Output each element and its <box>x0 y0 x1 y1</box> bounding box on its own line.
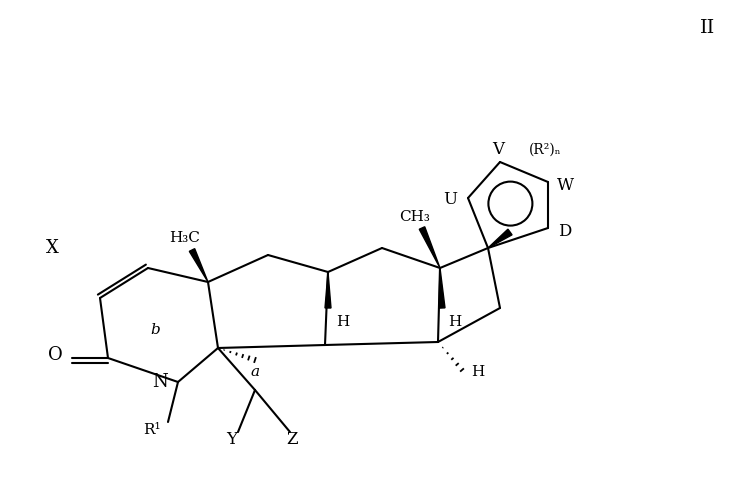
Text: D: D <box>558 223 572 241</box>
Text: b: b <box>150 323 160 337</box>
Text: Z: Z <box>286 431 298 449</box>
Polygon shape <box>488 229 512 248</box>
Polygon shape <box>325 272 331 308</box>
Text: U: U <box>443 191 457 209</box>
Text: R¹: R¹ <box>143 423 160 437</box>
Text: H: H <box>471 365 484 379</box>
Text: O: O <box>48 346 62 364</box>
Text: V: V <box>492 142 504 158</box>
Polygon shape <box>439 268 445 308</box>
Text: a: a <box>251 365 260 379</box>
Text: H₃C: H₃C <box>170 231 200 245</box>
Text: H: H <box>336 315 350 329</box>
Text: Y: Y <box>226 431 238 449</box>
Text: II: II <box>700 19 715 37</box>
Text: W: W <box>556 177 574 193</box>
Text: H: H <box>448 315 461 329</box>
Text: CH₃: CH₃ <box>400 210 430 224</box>
Polygon shape <box>419 227 440 268</box>
Text: (R²)ₙ: (R²)ₙ <box>529 143 561 157</box>
Polygon shape <box>189 248 208 282</box>
Text: N: N <box>152 373 168 391</box>
Text: X: X <box>46 239 58 257</box>
